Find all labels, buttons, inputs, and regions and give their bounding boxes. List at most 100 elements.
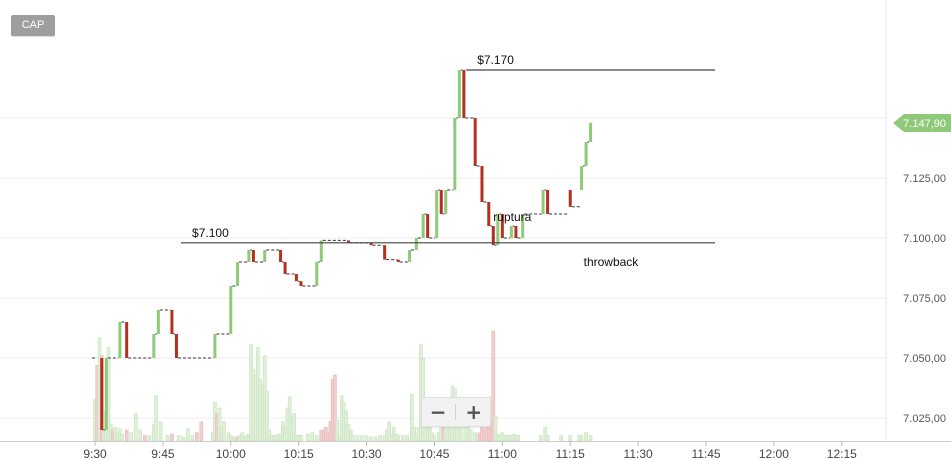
price-move [294, 274, 298, 282]
volume-bar [545, 435, 550, 442]
x-tick-label: 11:45 [691, 447, 720, 460]
volume-bar [165, 435, 170, 442]
y-tick-label: 7.075,00 [903, 293, 946, 305]
zoom-controls: − + [421, 397, 491, 427]
price-move [462, 70, 466, 118]
volume-bar [405, 435, 410, 442]
price-move [100, 358, 104, 430]
volume-bar [355, 435, 360, 442]
volume-bar [158, 421, 163, 442]
volume-bar [222, 421, 226, 442]
volume-bar [351, 435, 355, 442]
x-tick-label: 11:15 [556, 447, 585, 460]
price-move [589, 122, 593, 142]
y-tick-label: 7.125,00 [903, 173, 946, 185]
price-move [444, 190, 448, 214]
price-move [473, 118, 477, 166]
price-move [383, 245, 387, 260]
volume-bar [185, 428, 190, 442]
x-tick-label: 11:00 [488, 447, 517, 460]
y-tick-label: 7.100,00 [903, 233, 946, 245]
volume-bar [154, 395, 158, 442]
zoom-out-button[interactable]: − [429, 400, 447, 424]
x-tick-label: 10:00 [216, 447, 246, 460]
volume-bar [516, 435, 520, 442]
price-move [457, 70, 461, 118]
price-move [435, 190, 439, 238]
cap-button[interactable]: CAP [11, 15, 55, 36]
annotation-layer: $7.170 $7.100 ruptura throwback [180, 53, 716, 269]
price-move [584, 142, 588, 166]
volume-bar [147, 435, 152, 442]
volume-bar [133, 413, 138, 442]
x-tick-label: 11:30 [624, 447, 653, 460]
volume-bar [468, 429, 473, 442]
grid-layer [0, 117, 886, 419]
price-move [125, 322, 129, 358]
price-move [496, 214, 500, 246]
volume-bar [568, 435, 573, 442]
annotation-label: throwback [584, 255, 640, 269]
volume-bar [181, 436, 186, 442]
volume-bar [396, 435, 401, 442]
volume-bar [378, 435, 382, 442]
price-move [421, 214, 425, 238]
volume-bar [199, 421, 204, 442]
volume-bar [310, 432, 315, 442]
annotation-label: ruptura [493, 210, 531, 224]
x-tick-label: 9:30 [83, 447, 107, 460]
volume-bar [138, 429, 143, 442]
x-tick-label: 10:30 [352, 447, 382, 460]
volume-bar [373, 436, 378, 442]
annotation-label: $7.170 [477, 53, 514, 67]
price-move [315, 262, 319, 286]
price-move [491, 226, 495, 246]
x-tick-label: 9:45 [151, 447, 175, 460]
price-move [426, 214, 430, 238]
volume-bar [170, 433, 174, 442]
volume-bar [559, 435, 563, 442]
volume-bar [539, 435, 543, 442]
price-move [439, 190, 443, 214]
price-move [514, 226, 518, 238]
zoom-in-button[interactable]: + [465, 400, 483, 424]
price-move [152, 334, 156, 358]
price-move [251, 250, 255, 262]
volume-bar [176, 435, 181, 442]
price-move [279, 250, 283, 262]
price-move [104, 358, 108, 430]
price-move [453, 118, 457, 190]
x-tick-label: 12:15 [827, 447, 857, 460]
price-move [480, 166, 484, 202]
price-move [546, 190, 550, 214]
price-move [580, 166, 584, 190]
price-move [156, 310, 160, 334]
volume-bar [195, 432, 199, 442]
volume-bar [584, 432, 588, 442]
volume-bar [124, 429, 129, 442]
price-move [174, 334, 178, 358]
price-move [299, 281, 303, 286]
price-move [541, 190, 545, 214]
price-move [396, 259, 400, 262]
volume-bar [588, 435, 593, 442]
x-tick-label: 12:00 [759, 447, 789, 460]
price-move [283, 262, 287, 274]
price-move [369, 242, 373, 246]
volume-bar [432, 435, 437, 442]
price-move [118, 322, 122, 358]
volume-bar [579, 435, 584, 442]
price-move [500, 214, 504, 238]
volume-layer [93, 330, 593, 442]
price-move [319, 240, 323, 262]
x-tick-label: 10:45 [419, 447, 449, 460]
last-price-badge [893, 114, 951, 133]
volume-bar [129, 432, 134, 442]
price-move [568, 190, 572, 207]
price-layer [92, 69, 593, 431]
volume-bar [314, 435, 319, 442]
price-move [487, 202, 491, 226]
annotation-label: $7.100 [192, 226, 229, 240]
